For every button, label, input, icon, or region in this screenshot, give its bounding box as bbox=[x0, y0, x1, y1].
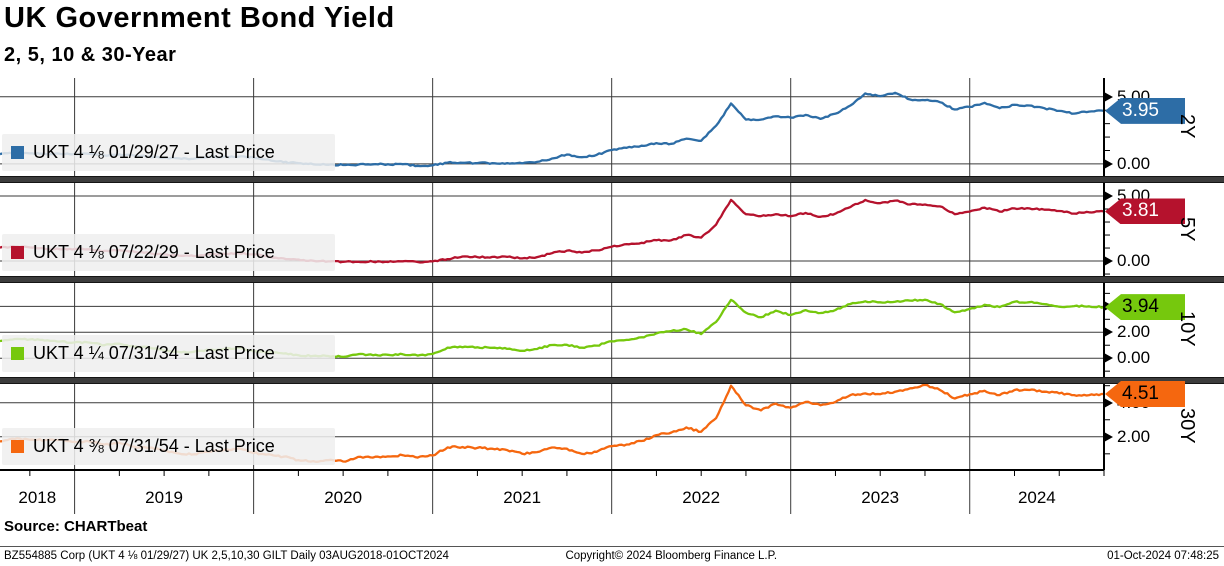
last-price-badge-10Y: 3.94 bbox=[1105, 294, 1185, 321]
legend-5Y: UKT 4 ⅛ 07/22/29 - Last Price bbox=[2, 234, 335, 271]
panel-label-2Y: 2Y bbox=[1176, 114, 1198, 139]
x-axis-year-label: 2023 bbox=[861, 488, 900, 507]
y-axis-tick-label: 2.00 bbox=[1117, 426, 1151, 446]
last-price-badge-5Y: 3.81 bbox=[1105, 198, 1185, 225]
panel-separator bbox=[0, 176, 1224, 183]
legend-swatch-icon bbox=[11, 246, 24, 259]
legend-30Y: UKT 4 ⅜ 07/31/54 - Last Price bbox=[2, 428, 335, 465]
last-price-badge-2Y: 3.95 bbox=[1105, 97, 1185, 124]
legend-10Y: UKT 4 ¼ 07/31/34 - Last Price bbox=[2, 335, 335, 372]
page-title: UK Government Bond Yield bbox=[4, 2, 395, 34]
panel-label-10Y: 10Y bbox=[1176, 310, 1198, 347]
panel-label-30Y: 30Y bbox=[1176, 407, 1198, 444]
footer-divider bbox=[0, 546, 1224, 547]
y-axis-tick-label: 0.00 bbox=[1117, 348, 1151, 368]
y-axis-tick-arrow bbox=[1104, 158, 1113, 169]
y-axis-tick-arrow bbox=[1104, 431, 1113, 442]
legend-label: UKT 4 ¼ 07/31/34 - Last Price bbox=[33, 343, 275, 363]
last-price-badge-30Y: 4.51 bbox=[1105, 381, 1185, 408]
y-axis-tick-label: 2.00 bbox=[1117, 322, 1151, 342]
page-subtitle: 2, 5, 10 & 30-Year bbox=[4, 44, 177, 66]
y-axis-tick-arrow bbox=[1104, 191, 1113, 201]
footer-copyright: Copyright© 2024 Bloomberg Finance L.P. bbox=[565, 550, 778, 562]
legend-swatch-icon bbox=[11, 440, 24, 453]
panel-separator bbox=[0, 276, 1224, 283]
y-axis-tick-arrow bbox=[1104, 327, 1113, 338]
legend-label: UKT 4 ⅜ 07/31/54 - Last Price bbox=[33, 436, 275, 456]
x-axis-year-label: 2024 bbox=[1017, 488, 1056, 507]
y-axis-tick-arrow bbox=[1104, 256, 1113, 267]
y-axis-tick-arrow bbox=[1104, 397, 1113, 408]
source-label: Source: CHARTbeat bbox=[4, 518, 148, 535]
footer-timestamp: 01-Oct-2024 07:48:25 bbox=[1107, 550, 1219, 562]
legend-swatch-icon bbox=[11, 146, 24, 159]
x-axis-year-label: 2019 bbox=[145, 488, 183, 507]
footer-security-info: BZ554885 Corp (UKT 4 ⅛ 01/29/27) UK 2,5,… bbox=[4, 550, 449, 562]
y-axis-tick-arrow bbox=[1104, 353, 1113, 364]
x-axis-year-label: 2018 bbox=[18, 488, 57, 507]
y-axis-tick-label: 0.00 bbox=[1117, 153, 1151, 173]
panel-label-5Y: 5Y bbox=[1176, 216, 1198, 241]
y-axis-tick-label: 0.00 bbox=[1117, 251, 1151, 271]
legend-swatch-icon bbox=[11, 347, 24, 360]
panel-separator bbox=[0, 377, 1224, 384]
x-axis-year-label: 2022 bbox=[682, 488, 721, 507]
x-axis-year-label: 2021 bbox=[503, 488, 542, 507]
x-axis-year-label: 2020 bbox=[324, 488, 363, 507]
legend-label: UKT 4 ⅛ 07/22/29 - Last Price bbox=[33, 242, 275, 262]
legend-label: UKT 4 ⅛ 01/29/27 - Last Price bbox=[33, 142, 275, 162]
legend-2Y: UKT 4 ⅛ 01/29/27 - Last Price bbox=[2, 134, 335, 171]
y-axis-tick-arrow bbox=[1104, 91, 1113, 102]
